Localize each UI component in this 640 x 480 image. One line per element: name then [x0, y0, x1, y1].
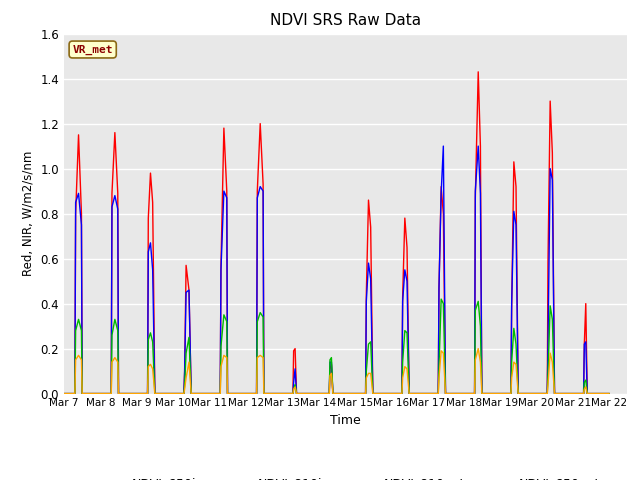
Title: NDVI SRS Raw Data: NDVI SRS Raw Data — [270, 13, 421, 28]
Text: VR_met: VR_met — [72, 44, 113, 55]
Y-axis label: Red, NIR, W/m2/s/nm: Red, NIR, W/m2/s/nm — [22, 151, 35, 276]
Legend: NDVI_650in, NDVI_810in, NDVI_810out, NDVI_650out: NDVI_650in, NDVI_810in, NDVI_810out, NDV… — [86, 472, 605, 480]
X-axis label: Time: Time — [330, 414, 361, 427]
